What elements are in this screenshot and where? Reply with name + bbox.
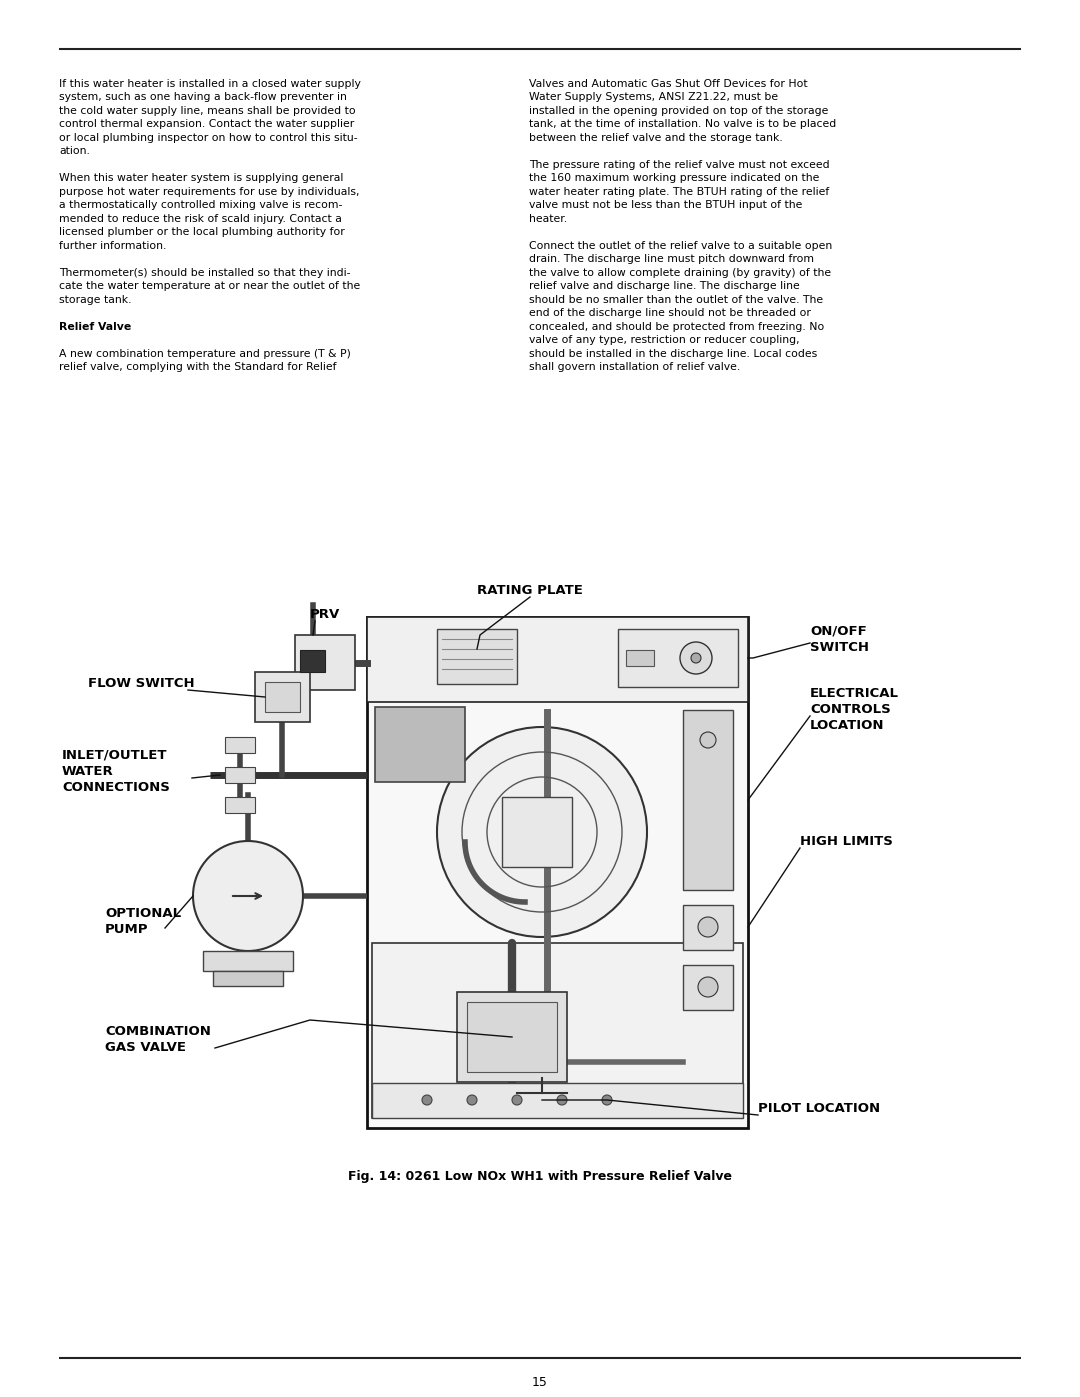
- Text: SWITCH: SWITCH: [810, 641, 869, 654]
- Text: WATER: WATER: [62, 766, 113, 778]
- Circle shape: [700, 732, 716, 747]
- Circle shape: [680, 643, 712, 673]
- Text: concealed, and should be protected from freezing. No: concealed, and should be protected from …: [529, 321, 824, 332]
- Bar: [225, 767, 255, 782]
- Text: drain. The discharge line must pitch downward from: drain. The discharge line must pitch dow…: [529, 254, 814, 264]
- Text: licensed plumber or the local plumbing authority for: licensed plumber or the local plumbing a…: [59, 228, 346, 237]
- Bar: [683, 965, 733, 1010]
- Bar: [367, 617, 748, 1127]
- Bar: [467, 1002, 557, 1071]
- Text: Relief Valve: Relief Valve: [59, 321, 132, 332]
- Text: purpose hot water requirements for use by individuals,: purpose hot water requirements for use b…: [59, 187, 360, 197]
- Text: ation.: ation.: [59, 147, 91, 156]
- Text: ON/OFF: ON/OFF: [810, 624, 867, 638]
- Text: Thermometer(s) should be installed so that they indi-: Thermometer(s) should be installed so th…: [59, 268, 351, 278]
- Bar: [300, 650, 325, 672]
- Text: HIGH LIMITS: HIGH LIMITS: [800, 835, 893, 848]
- Bar: [457, 992, 567, 1083]
- Text: heater.: heater.: [529, 214, 567, 224]
- Bar: [255, 672, 310, 722]
- Text: should be no smaller than the outlet of the valve. The: should be no smaller than the outlet of …: [529, 295, 823, 305]
- Text: PUMP: PUMP: [105, 923, 149, 936]
- Text: should be installed in the discharge line. Local codes: should be installed in the discharge lin…: [529, 349, 818, 359]
- Text: OPTIONAL: OPTIONAL: [105, 907, 181, 921]
- Text: end of the discharge line should not be threaded or: end of the discharge line should not be …: [529, 309, 811, 319]
- Text: between the relief valve and the storage tank.: between the relief valve and the storage…: [529, 133, 783, 142]
- Text: COMBINATION: COMBINATION: [105, 1025, 211, 1038]
- Bar: [372, 1083, 743, 1118]
- Bar: [437, 629, 517, 685]
- Text: Fig. 14: 0261 Low NOx WH1 with Pressure Relief Valve: Fig. 14: 0261 Low NOx WH1 with Pressure …: [348, 1171, 732, 1183]
- Text: water heater rating plate. The BTUH rating of the relief: water heater rating plate. The BTUH rati…: [529, 187, 829, 197]
- Text: Connect the outlet of the relief valve to a suitable open: Connect the outlet of the relief valve t…: [529, 240, 833, 251]
- Bar: [213, 971, 283, 986]
- Text: cate the water temperature at or near the outlet of the: cate the water temperature at or near th…: [59, 281, 361, 292]
- Text: the 160 maximum working pressure indicated on the: the 160 maximum working pressure indicat…: [529, 173, 820, 183]
- Text: control thermal expansion. Contact the water supplier: control thermal expansion. Contact the w…: [59, 119, 354, 130]
- Bar: [203, 951, 293, 971]
- Text: RATING PLATE: RATING PLATE: [477, 584, 583, 597]
- Bar: [295, 636, 355, 690]
- Text: relief valve, complying with the Standard for Relief: relief valve, complying with the Standar…: [59, 362, 337, 373]
- Circle shape: [602, 1095, 612, 1105]
- Text: valve must not be less than the BTUH input of the: valve must not be less than the BTUH inp…: [529, 200, 802, 211]
- Text: FLOW SWITCH: FLOW SWITCH: [87, 678, 194, 690]
- Text: When this water heater system is supplying general: When this water heater system is supplyi…: [59, 173, 343, 183]
- Text: The pressure rating of the relief valve must not exceed: The pressure rating of the relief valve …: [529, 159, 829, 170]
- Text: installed in the opening provided on top of the storage: installed in the opening provided on top…: [529, 106, 828, 116]
- Text: LOCATION: LOCATION: [810, 719, 885, 732]
- Text: 15: 15: [532, 1376, 548, 1389]
- Bar: [265, 682, 300, 712]
- Text: further information.: further information.: [59, 240, 166, 251]
- Text: GAS VALVE: GAS VALVE: [105, 1041, 186, 1053]
- Circle shape: [422, 1095, 432, 1105]
- Bar: [372, 943, 743, 1118]
- Circle shape: [467, 1095, 477, 1105]
- Text: tank, at the time of installation. No valve is to be placed: tank, at the time of installation. No va…: [529, 119, 836, 130]
- Circle shape: [557, 1095, 567, 1105]
- Circle shape: [691, 652, 701, 664]
- Text: the valve to allow complete draining (by gravity) of the: the valve to allow complete draining (by…: [529, 268, 832, 278]
- Bar: [502, 798, 572, 868]
- Bar: [225, 798, 255, 813]
- Text: or local plumbing inspector on how to control this situ-: or local plumbing inspector on how to co…: [59, 133, 359, 142]
- Text: Water Supply Systems, ANSI Z21.22, must be: Water Supply Systems, ANSI Z21.22, must …: [529, 92, 779, 102]
- Bar: [626, 650, 654, 666]
- Text: PILOT LOCATION: PILOT LOCATION: [758, 1102, 880, 1115]
- Bar: [618, 629, 738, 687]
- Circle shape: [193, 841, 303, 951]
- Text: ELECTRICAL: ELECTRICAL: [810, 687, 899, 700]
- Circle shape: [698, 916, 718, 937]
- Text: relief valve and discharge line. The discharge line: relief valve and discharge line. The dis…: [529, 281, 800, 292]
- Text: mended to reduce the risk of scald injury. Contact a: mended to reduce the risk of scald injur…: [59, 214, 342, 224]
- Text: INLET/OUTLET: INLET/OUTLET: [62, 749, 167, 761]
- Bar: [367, 617, 748, 703]
- Text: If this water heater is installed in a closed water supply: If this water heater is installed in a c…: [59, 78, 362, 89]
- Circle shape: [698, 977, 718, 997]
- Text: valve of any type, restriction or reducer coupling,: valve of any type, restriction or reduce…: [529, 335, 800, 345]
- Text: PRV: PRV: [310, 608, 340, 622]
- Bar: [683, 710, 733, 890]
- Text: a thermostatically controlled mixing valve is recom-: a thermostatically controlled mixing val…: [59, 200, 342, 211]
- Text: system, such as one having a back-flow preventer in: system, such as one having a back-flow p…: [59, 92, 348, 102]
- Text: Valves and Automatic Gas Shut Off Devices for Hot: Valves and Automatic Gas Shut Off Device…: [529, 78, 808, 89]
- Text: storage tank.: storage tank.: [59, 295, 132, 305]
- Bar: [225, 738, 255, 753]
- Circle shape: [437, 726, 647, 937]
- Text: A new combination temperature and pressure (T & P): A new combination temperature and pressu…: [59, 349, 351, 359]
- Text: CONNECTIONS: CONNECTIONS: [62, 781, 170, 793]
- Bar: [683, 905, 733, 950]
- Text: i: i: [246, 888, 249, 902]
- Bar: [375, 707, 465, 782]
- Text: CONTROLS: CONTROLS: [810, 703, 891, 717]
- Text: the cold water supply line, means shall be provided to: the cold water supply line, means shall …: [59, 106, 356, 116]
- Text: shall govern installation of relief valve.: shall govern installation of relief valv…: [529, 362, 741, 373]
- Circle shape: [512, 1095, 522, 1105]
